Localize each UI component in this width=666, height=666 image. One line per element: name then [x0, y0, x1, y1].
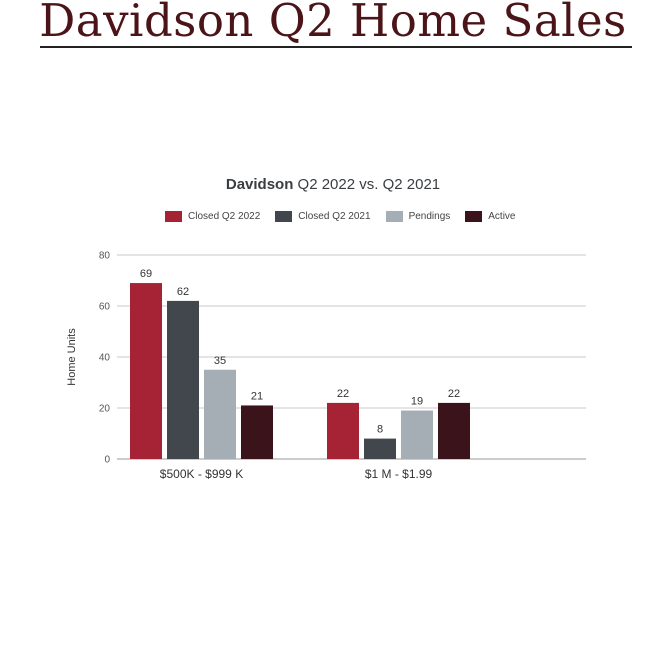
bar: [204, 369, 236, 459]
data-label: 35: [214, 355, 226, 367]
chart-title-rest: Q2 2022 vs. Q2 2021: [293, 176, 441, 193]
title-divider: [40, 46, 632, 48]
data-label: 8: [377, 424, 383, 436]
data-label: 21: [251, 390, 263, 402]
label-layer: 0 20 40 60 80 69 62 35 21 $500K - $999 K 22 8 19 22 $1…: [99, 251, 460, 482]
x-category-label: $1 M - $1.99: [365, 467, 433, 481]
legend-swatch: [275, 210, 293, 222]
data-label: 69: [140, 268, 152, 280]
y-tick-label: 60: [99, 302, 111, 313]
legend-item-pendings: Pendings: [385, 210, 451, 222]
bar: [241, 405, 273, 459]
bar: [130, 283, 162, 459]
bar: [364, 438, 396, 459]
chart-title: Davidson Q2 2022 vs. Q2 2021: [0, 176, 666, 193]
y-tick-label: 0: [104, 455, 110, 466]
chart-legend: Closed Q2 2022 Closed Q2 2021 Pendings A…: [165, 208, 531, 224]
legend-label: Pendings: [408, 210, 451, 222]
legend-label: Active: [488, 210, 516, 222]
legend-swatch: [465, 210, 483, 222]
legend-swatch: [165, 210, 182, 222]
data-label: 62: [177, 286, 189, 298]
bar: [167, 300, 199, 459]
data-label: 22: [337, 388, 349, 400]
page-title: Davidson Q2 Home Sales: [39, 0, 627, 47]
bar: [327, 402, 359, 459]
x-category-label: $500K - $999 K: [160, 467, 243, 481]
legend-item-closed-q2-2022: Closed Q2 2022: [165, 210, 261, 222]
chart-title-bold: Davidson: [225, 176, 294, 193]
y-axis-label: Home Units: [66, 328, 78, 386]
data-label: 22: [448, 388, 460, 400]
legend-item-closed-q2-2021: Closed Q2 2021: [275, 210, 371, 222]
legend-item-active: Active: [465, 210, 516, 222]
y-tick-label: 80: [99, 251, 111, 262]
bar: [401, 410, 433, 459]
legend-swatch: [385, 210, 403, 222]
y-tick-label: 20: [99, 404, 111, 415]
data-label: 19: [411, 396, 423, 408]
bar-layer: [130, 283, 470, 459]
legend-label: Closed Q2 2022: [188, 210, 261, 222]
legend-label: Closed Q2 2021: [298, 210, 371, 222]
y-tick-label: 40: [99, 353, 111, 364]
bar: [438, 402, 470, 459]
